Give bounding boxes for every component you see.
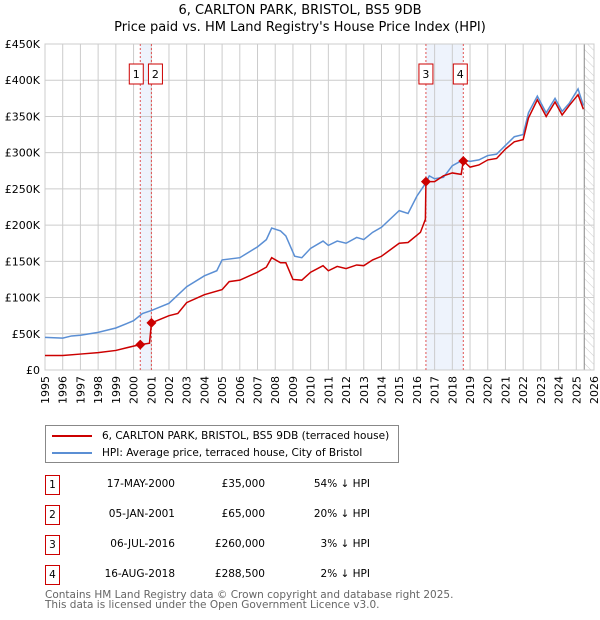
x-tick-label: 2018	[446, 376, 459, 404]
x-tick-label: 2008	[269, 376, 282, 404]
sale-row: 4 16-AUG-2018 £288,500 2% ↓ HPI	[45, 565, 375, 585]
legend-item-property: 6, CARLTON PARK, BRISTOL, BS5 9DB (terra…	[46, 428, 389, 444]
x-tick-label: 2020	[482, 376, 495, 404]
sale-date: 05-JAN-2001	[108, 508, 175, 520]
legend-swatch-red	[52, 435, 92, 437]
y-tick-label: £0	[26, 364, 40, 377]
y-tick-label: £350K	[5, 110, 41, 123]
sale-row: 1 17-MAY-2000 £35,000 54% ↓ HPI	[45, 475, 375, 495]
x-tick-label: 2003	[181, 376, 194, 404]
x-tick-label: 2021	[499, 376, 512, 404]
x-tick-label: 2006	[234, 376, 247, 404]
sale-row: 3 06-JUL-2016 £260,000 3% ↓ HPI	[45, 535, 375, 555]
x-tick-label: 2010	[305, 376, 318, 404]
sale-row: 2 05-JAN-2001 £65,000 20% ↓ HPI	[45, 505, 375, 525]
x-tick-label: 2011	[322, 376, 335, 404]
sale-label-box	[128, 63, 144, 85]
y-tick-label: £50K	[12, 328, 41, 341]
x-tick-label: 2024	[553, 376, 566, 404]
sale-price: £288,500	[214, 568, 265, 580]
sale-date: 16-AUG-2018	[104, 568, 175, 580]
sale-number-badge: 3	[45, 535, 60, 555]
legend: 6, CARLTON PARK, BRISTOL, BS5 9DB (terra…	[45, 425, 399, 463]
sale-label: 1	[133, 68, 140, 81]
footer: Contains HM Land Registry data © Crown c…	[45, 589, 454, 611]
sale-number-badge: 4	[45, 565, 60, 585]
footer-line-1: Contains HM Land Registry data © Crown c…	[45, 589, 454, 601]
plot-frame	[44, 43, 595, 371]
sale-number-badge: 1	[45, 475, 60, 495]
x-tick-label: 2017	[429, 376, 442, 404]
x-tick-label: 2007	[252, 376, 265, 404]
x-tick-label: 1995	[39, 376, 52, 404]
x-tick-label: 2023	[535, 376, 548, 404]
sale-hpi-diff: 54% ↓ HPI	[313, 478, 370, 490]
sale-point	[146, 317, 157, 328]
price-chart: 1995 1996 1997 1998 1999 2000 2001 2002 2003 2004…	[5, 38, 600, 404]
x-tick-label: 2004	[198, 376, 211, 404]
sale-price: £35,000	[221, 478, 265, 490]
x-tick-label: 2014	[375, 376, 388, 404]
y-tick-label: £150K	[5, 255, 41, 268]
forecast-hatch	[584, 44, 594, 370]
x-tick-label: 2001	[145, 376, 158, 404]
x-tick-label: 1997	[74, 376, 87, 404]
footer-line-2: This data is licensed under the Open Gov…	[45, 599, 380, 611]
sale-point	[420, 176, 431, 187]
property-price-line	[45, 93, 585, 357]
legend-label: 6, CARLTON PARK, BRISTOL, BS5 9DB (terra…	[102, 430, 390, 442]
x-tick-label: 2016	[411, 376, 424, 404]
sale-label-box	[147, 63, 163, 85]
sale-label: 4	[457, 68, 464, 81]
chart-subtitle: Price paid vs. HM Land Registry's House …	[114, 20, 486, 35]
x-tick-label: 2002	[163, 376, 176, 404]
hpi-line	[44, 87, 585, 339]
x-tick-label: 2013	[358, 376, 371, 404]
y-tick-label: £300K	[5, 147, 41, 160]
x-tick-label: 1998	[92, 376, 105, 404]
sale-price: £260,000	[214, 538, 265, 550]
sale-hpi-diff: 3% ↓ HPI	[320, 538, 370, 550]
sale-label: 3	[422, 68, 429, 81]
sale-price: £65,000	[221, 508, 265, 520]
x-tick-label: 2015	[393, 376, 406, 404]
x-tick-label: 2000	[128, 376, 141, 404]
x-tick-label: 2025	[570, 376, 583, 404]
sale-label-box	[452, 63, 468, 85]
x-tick-label: 2009	[287, 376, 300, 404]
x-tick-label: 2012	[340, 376, 353, 404]
x-tick-label: 1999	[110, 376, 123, 404]
legend-item-hpi: HPI: Average price, terraced house, City…	[46, 445, 362, 461]
y-tick-label: £200K	[5, 219, 41, 232]
x-tick-label: 2026	[588, 376, 600, 404]
sale-point	[135, 339, 146, 350]
y-tick-label: £400K	[5, 74, 41, 87]
sale-label-box	[418, 63, 434, 85]
sale-period-shade	[140, 44, 152, 370]
sale-period-shade	[425, 44, 464, 370]
sale-hpi-diff: 20% ↓ HPI	[313, 508, 370, 520]
y-tick-label: £250K	[5, 183, 41, 196]
sale-number-badge: 2	[45, 505, 60, 525]
sale-hpi-diff: 2% ↓ HPI	[320, 568, 370, 580]
sale-point	[458, 155, 469, 166]
x-tick-label: 2019	[464, 376, 477, 404]
x-tick-label: 1996	[57, 376, 70, 404]
x-tick-label: 2005	[216, 376, 229, 404]
sale-label: 2	[152, 68, 159, 81]
sale-date: 06-JUL-2016	[110, 538, 175, 550]
chart-title: 6, CARLTON PARK, BRISTOL, BS5 9DB	[178, 3, 422, 18]
y-tick-label: £100K	[5, 292, 41, 305]
y-tick-label: £450K	[5, 38, 41, 51]
legend-swatch-blue	[52, 452, 92, 454]
x-tick-label: 2022	[517, 376, 530, 404]
sale-date: 17-MAY-2000	[106, 478, 175, 490]
legend-label: HPI: Average price, terraced house, City…	[102, 447, 363, 459]
